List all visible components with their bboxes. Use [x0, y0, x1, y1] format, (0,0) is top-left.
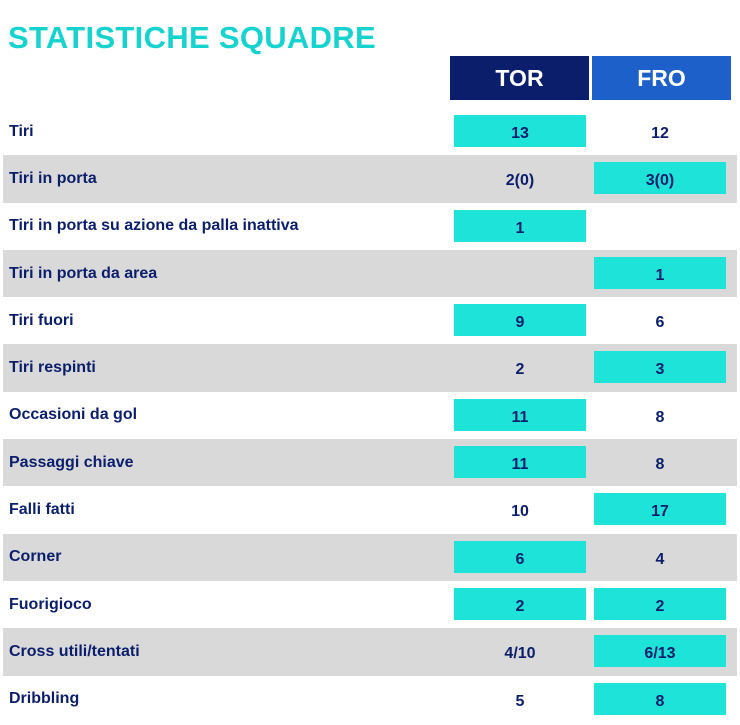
team-header-away: FRO: [592, 56, 731, 100]
team-header-home: TOR: [450, 56, 589, 100]
stat-label: Tiri respinti: [9, 359, 96, 377]
stat-value-home: 2: [454, 587, 586, 620]
stat-value-home: 5: [515, 692, 525, 710]
stat-row: Passaggi chiave 11 8: [3, 439, 737, 487]
stat-value-home: 1: [454, 209, 586, 242]
stat-label: Tiri in porta su azione da palla inattiv…: [9, 217, 299, 235]
stat-value-away: 1: [594, 256, 726, 289]
stat-row: Tiri in porta 2(0) 3(0): [3, 155, 737, 203]
stat-row: Tiri in porta su azione da palla inattiv…: [3, 203, 737, 250]
stat-value-home: 13: [454, 115, 586, 147]
stat-row: Tiri respinti 2 3: [3, 344, 737, 392]
stat-label: Falli fatti: [9, 501, 75, 519]
stat-value-away: 2: [594, 587, 726, 620]
stat-row: Corner 6 4: [3, 533, 737, 581]
page-title: STATISTICHE SQUADRE: [8, 20, 376, 55]
stat-row: Fuorigioco 2 2: [3, 581, 737, 628]
stat-value-home: 11: [454, 398, 586, 431]
stat-value-home: 2: [515, 361, 525, 379]
stat-row: Cross utili/tentati 4/10 6/13: [3, 628, 737, 676]
stat-row: Falli fatti 10 17: [3, 486, 737, 533]
stat-value-away: 6: [655, 314, 665, 332]
stat-value-away: 8: [655, 456, 665, 474]
stat-value-home: 10: [511, 503, 529, 521]
stat-label: Cross utili/tentati: [9, 642, 140, 660]
stat-value-home: [454, 257, 586, 289]
stat-value-away: 3(0): [594, 162, 726, 195]
stat-label: Corner: [9, 548, 62, 566]
stat-label: Dribbling: [9, 690, 80, 708]
stat-value-away: 8: [594, 682, 726, 715]
stat-value-away: 3: [594, 351, 726, 384]
stat-value-away: 6/13: [594, 635, 726, 668]
stats-table: Tiri 13 12 Tiri in porta 2(0) 3(0) Tiri in por…: [3, 108, 737, 723]
stat-row: Occasioni da gol 11 8: [3, 392, 737, 439]
stat-value-home: 2(0): [505, 172, 535, 190]
stat-label: Occasioni da gol: [9, 406, 138, 424]
stat-value-home: 9: [454, 304, 586, 337]
stat-row: Tiri fuori 9 6: [3, 297, 737, 344]
stat-value-away: 4: [655, 550, 665, 568]
stat-value-home: 11: [454, 446, 586, 479]
stat-label: Tiri in porta da area: [9, 264, 158, 282]
stat-label: Passaggi chiave: [9, 453, 134, 471]
stat-value-away: 8: [655, 408, 665, 426]
stat-value-home: 4/10: [504, 645, 536, 663]
stat-row: Dribbling 5 8: [3, 676, 737, 723]
stat-row: Tiri in porta da area 1: [3, 249, 737, 298]
stat-value-away: 17: [594, 493, 726, 526]
stat-label: Tiri in porta: [9, 169, 97, 187]
stat-row: Tiri 13 12: [3, 108, 737, 155]
stat-value-home: 6: [454, 540, 586, 573]
stat-label: Fuorigioco: [9, 595, 92, 613]
stat-label: Tiri: [9, 122, 34, 140]
stat-value-away: [594, 210, 726, 242]
stat-value-away: 12: [651, 125, 669, 142]
stat-label: Tiri fuori: [9, 311, 74, 329]
